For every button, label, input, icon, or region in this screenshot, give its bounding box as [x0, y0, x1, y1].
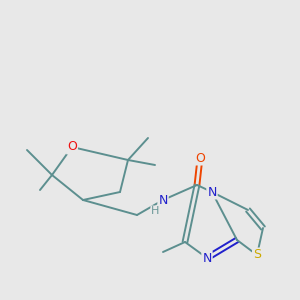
Text: H: H	[151, 206, 160, 216]
Text: N: N	[207, 185, 217, 199]
Text: S: S	[253, 248, 261, 262]
Text: N: N	[202, 251, 212, 265]
Text: O: O	[67, 140, 77, 154]
Text: N: N	[158, 194, 168, 206]
Text: O: O	[195, 152, 205, 164]
